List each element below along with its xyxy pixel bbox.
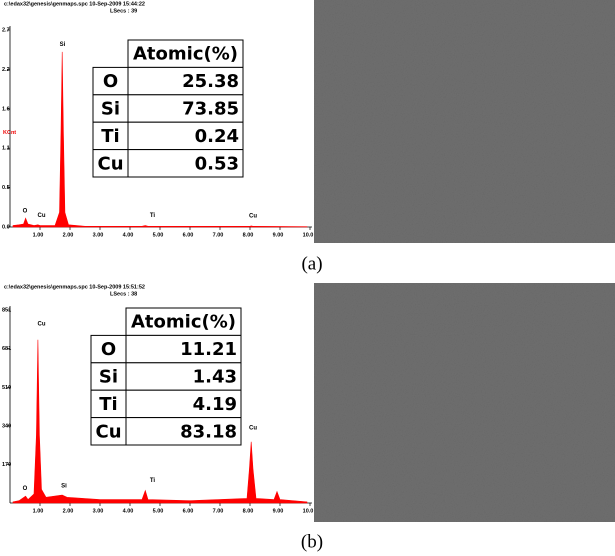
x-tick-label: 2.00	[63, 508, 74, 514]
table-header: Atomic(%)	[131, 312, 236, 333]
table-cell	[127, 66, 244, 96]
element: O	[103, 71, 118, 92]
table	[125, 307, 242, 336]
atomic-percent: 11.21	[180, 339, 237, 360]
x-tick-label: 1.00	[33, 508, 44, 514]
table-header: Atomic(%)	[133, 44, 238, 65]
peak-label: Si	[61, 484, 67, 490]
element: Si	[101, 99, 120, 120]
atomic-percent: 1.43	[193, 367, 237, 388]
x-tick-label: 5.00	[153, 508, 164, 514]
table-cell	[92, 94, 129, 123]
table-cell	[125, 417, 242, 446]
peak-label: Ti	[150, 213, 156, 219]
atomic-percent: 4.19	[193, 394, 237, 415]
atomic-percent: 0.24	[195, 126, 239, 147]
y-tick-label: 0.0	[2, 224, 10, 230]
y-tick-label: 340	[2, 423, 11, 429]
x-tick-label: 8.00	[243, 508, 254, 514]
caption: (b)	[301, 531, 323, 552]
peak-label: Si	[60, 42, 66, 48]
table-cell	[125, 334, 242, 364]
y-tick-label: 2.2	[2, 67, 10, 73]
x-tick-label: 9.00	[273, 508, 284, 514]
x-tick-label: 5.00	[153, 232, 164, 238]
peak-label: Cu	[249, 426, 257, 432]
x-tick-label: 6.00	[183, 508, 194, 514]
x-tick-label: 3.00	[93, 232, 104, 238]
x-tick-label: 10.0	[303, 232, 314, 238]
peak-label: Cu	[38, 321, 46, 327]
x-tick-label: 4.00	[123, 232, 134, 238]
table	[127, 39, 244, 68]
header: LSecs : 39	[110, 8, 137, 14]
atomic-percent: 83.18	[180, 421, 237, 442]
x-tick-label: 4.00	[123, 508, 134, 514]
atomic-percent: 73.85	[182, 99, 239, 120]
x-tick-label: 10.0	[303, 508, 314, 514]
sem-image	[314, 283, 615, 522]
caption: (a)	[301, 253, 322, 274]
spectrum	[12, 339, 308, 504]
table-cell	[127, 149, 244, 178]
sem-image	[314, 0, 615, 243]
atomic-percent: 0.53	[195, 153, 239, 174]
spectrum	[12, 51, 308, 228]
table-cell	[90, 417, 127, 446]
x-tick-label: 9.00	[273, 232, 284, 238]
peak-label: Cu	[249, 214, 257, 220]
atomic-percent: 25.38	[182, 71, 239, 92]
x-tick-label: 7.00	[213, 232, 224, 238]
y-tick-label: 851	[2, 307, 11, 313]
element: Ti	[101, 126, 119, 147]
y-tick-label: 681	[2, 346, 11, 352]
element: Si	[99, 367, 118, 388]
y-tick-label: 170	[2, 462, 11, 468]
element: Ti	[99, 394, 117, 415]
y-tick-label: 2.7	[2, 27, 10, 33]
element: Cu	[97, 153, 123, 174]
table-cell	[127, 94, 244, 123]
x-tick-label: 3.00	[93, 508, 104, 514]
peak-label: O	[23, 486, 28, 492]
element: O	[101, 339, 116, 360]
peak-label: Cu	[38, 213, 46, 219]
y-tick-label: 1.1	[2, 146, 10, 152]
table-cell	[125, 362, 242, 391]
element: Cu	[95, 421, 121, 442]
peak-label: Ti	[150, 478, 156, 484]
header: c:\edax32\genesis\genmaps.spc 10-Sep-200…	[4, 1, 145, 7]
table-cell	[125, 389, 242, 419]
peak-label: O	[23, 209, 28, 215]
x-tick-label: 8.00	[243, 232, 254, 238]
y-tick-label: 0.5	[2, 185, 10, 191]
x-tick-label: 2.00	[63, 232, 74, 238]
x-tick-label: 1.00	[33, 232, 44, 238]
header: c:\edax32\genesis\genmaps.spc 10-Sep-200…	[4, 284, 145, 290]
x-tick-label: 6.00	[183, 232, 194, 238]
y-tick-label: 510	[2, 385, 11, 391]
header: LSecs : 38	[110, 291, 137, 297]
y-tick-label: 1.6	[2, 106, 10, 112]
table-cell	[127, 121, 244, 151]
x-tick-label: 7.00	[213, 508, 224, 514]
